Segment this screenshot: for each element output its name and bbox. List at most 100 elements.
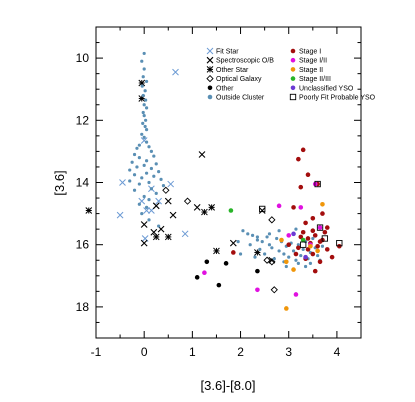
data-point: [152, 154, 156, 158]
legend-label: Stage II/III: [299, 76, 331, 83]
data-point: [293, 251, 299, 257]
data-point: [248, 243, 252, 247]
data-point: [159, 177, 163, 181]
legend-marker: [290, 48, 296, 54]
data-point: [238, 252, 243, 256]
legend-marker: [290, 85, 296, 91]
data-point: [296, 245, 301, 251]
y-tick-label: 12: [76, 113, 90, 127]
y-tick-label: 10: [76, 51, 90, 65]
data-point: [265, 235, 269, 239]
data-point: [144, 159, 149, 163]
data-point: [228, 208, 234, 213]
data-point: [298, 205, 304, 210]
y-axis-title: [3.6]: [52, 170, 67, 195]
data-point: [275, 236, 279, 241]
data-point: [299, 253, 303, 258]
data-point: [201, 208, 208, 216]
series-optical-galaxy: [162, 186, 278, 294]
data-point: [270, 286, 278, 294]
data-point: [149, 166, 154, 171]
data-point: [320, 201, 325, 207]
data-point: [253, 255, 257, 259]
legend-marker: [290, 76, 296, 81]
legend-marker: [207, 94, 213, 100]
series-stage-ii: [279, 201, 325, 311]
data-point: [255, 238, 260, 242]
data-point: [85, 207, 93, 214]
legend-marker: [207, 85, 213, 91]
data-point: [317, 225, 323, 230]
data-point: [298, 184, 304, 190]
data-point: [311, 236, 315, 241]
data-point: [140, 212, 144, 216]
data-point: [303, 264, 308, 269]
data-point: [316, 224, 324, 231]
data-point: [161, 184, 166, 188]
data-point: [169, 211, 177, 219]
data-point: [144, 118, 148, 122]
data-point: [147, 180, 151, 185]
data-point: [164, 197, 172, 205]
legend-marker: [290, 57, 296, 63]
data-point: [293, 292, 299, 297]
legend-label: Unclassified YSO: [299, 85, 354, 92]
data-point: [172, 68, 179, 76]
series-other-star: [85, 79, 261, 256]
legend-label: Other: [216, 85, 234, 92]
series-poorly-fit-probable-yso: [259, 180, 343, 248]
legend-item-outside-cluster: Outside Cluster: [207, 94, 265, 102]
legend-label: Stage I: [299, 49, 321, 56]
data-point: [144, 106, 149, 110]
data-point: [132, 173, 137, 177]
data-point: [141, 110, 145, 115]
data-point: [294, 258, 298, 262]
data-point: [137, 202, 141, 206]
data-point: [267, 232, 272, 236]
series-other: [194, 259, 260, 288]
legend-item-stage-ii-iii: Stage II/III: [290, 76, 331, 83]
data-point: [140, 221, 148, 228]
data-point: [300, 229, 306, 235]
data-point: [140, 84, 144, 88]
data-point: [282, 252, 286, 256]
data-point: [259, 205, 266, 213]
data-point: [268, 216, 276, 224]
legend-marker: [206, 66, 214, 73]
legend-marker: [289, 93, 297, 101]
legend: Fit Star Spectroscopic O/B Other Star Optic…: [206, 47, 376, 102]
data-point: [135, 165, 139, 169]
series-stage-i: [231, 147, 342, 274]
data-point: [314, 180, 321, 188]
data-point: [143, 207, 150, 214]
legend-label: Outside Cluster: [216, 95, 265, 102]
data-point: [149, 149, 154, 153]
y-tick-label: 18: [76, 300, 90, 314]
data-point: [305, 172, 311, 178]
data-point: [305, 247, 311, 252]
data-point: [246, 232, 250, 236]
data-point: [128, 168, 132, 172]
data-point: [329, 254, 335, 260]
data-point: [236, 239, 240, 244]
legend-marker: [206, 47, 214, 55]
data-point: [154, 191, 158, 195]
data-point: [303, 254, 308, 260]
x-tick-label: 0: [141, 345, 148, 359]
data-point: [291, 249, 296, 253]
data-point: [223, 261, 229, 266]
data-point: [141, 75, 145, 79]
legend-item-stage-i-ii: Stage I/II: [290, 57, 327, 65]
data-point: [142, 114, 146, 118]
data-point: [144, 205, 149, 209]
data-point: [310, 251, 316, 257]
data-point: [135, 146, 139, 150]
data-point: [142, 135, 146, 140]
data-point: [147, 218, 151, 222]
series-outside-cluster: [128, 51, 325, 269]
legend-label: Spectroscopic O/B: [216, 58, 274, 65]
data-point: [284, 259, 289, 265]
data-point: [231, 250, 236, 255]
data-point: [162, 186, 170, 194]
